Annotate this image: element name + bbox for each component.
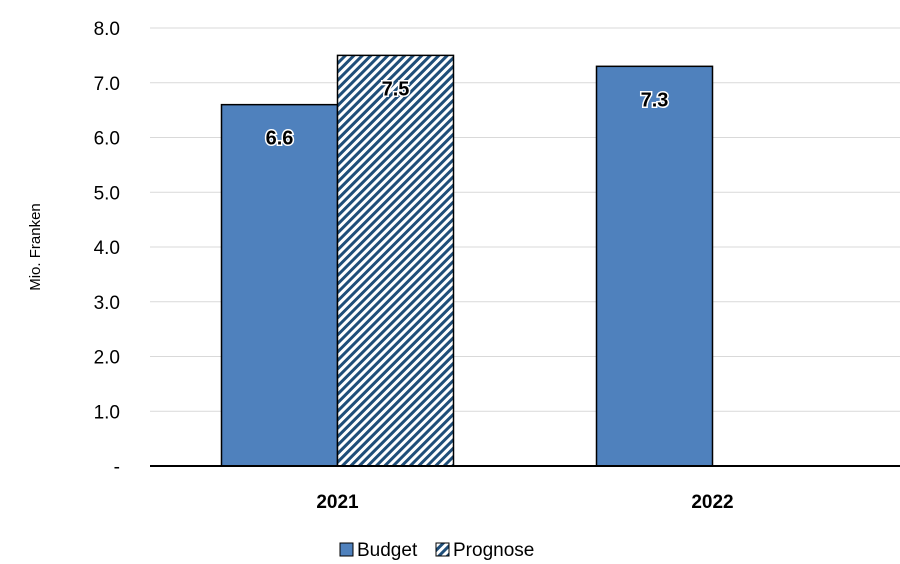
bar-prognose-2021 <box>336 54 455 467</box>
y-tick-label: 6.0 <box>94 129 120 150</box>
y-tick-label: 3.0 <box>94 293 120 314</box>
legend-swatch-prognose <box>435 542 450 557</box>
data-label: 7.5 <box>382 78 410 100</box>
x-axis-categories: 2021 2022 <box>316 492 733 513</box>
legend-swatch-budget <box>339 542 354 557</box>
y-tick-label: 7.0 <box>94 74 120 95</box>
y-tick-label: 8.0 <box>94 19 120 40</box>
x-category-label: 2021 <box>316 492 359 513</box>
y-tick-label: 1.0 <box>94 402 120 423</box>
y-axis-ticks: - 1.0 2.0 3.0 4.0 5.0 6.0 7.0 8.0 <box>94 19 120 478</box>
legend-label: Prognose <box>453 540 534 561</box>
legend: Budget Prognose <box>339 540 534 561</box>
bar-budget-2021 <box>220 103 339 467</box>
bars <box>220 54 714 467</box>
legend-label: Budget <box>357 540 418 561</box>
y-axis-label: Mio. Franken <box>27 203 44 291</box>
y-tick-label: 2.0 <box>94 348 120 369</box>
data-label: 6.6 <box>266 128 294 150</box>
bar-budget-2022 <box>595 65 714 467</box>
y-tick-label: 4.0 <box>94 238 120 259</box>
x-category-label: 2022 <box>691 492 733 513</box>
data-label: 7.3 <box>641 89 669 111</box>
y-tick-label: - <box>114 457 120 478</box>
y-tick-label: 5.0 <box>94 183 120 204</box>
data-labels: 6.6 7.5 7.3 <box>264 77 670 151</box>
